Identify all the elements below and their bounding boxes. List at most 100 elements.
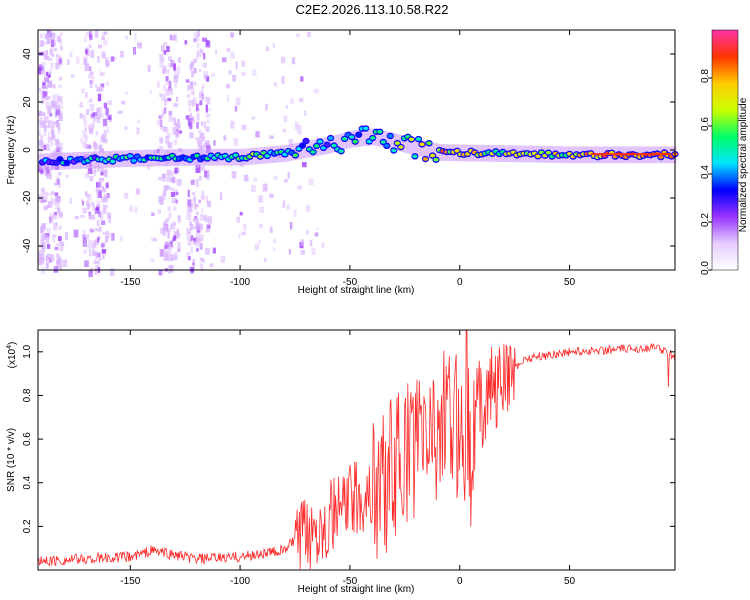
spectrogram-noise-cell	[99, 85, 103, 90]
spectrogram-noise-cell	[202, 62, 207, 68]
spectrogram-noise-cell	[103, 39, 108, 46]
spectrogram-noise-cell	[102, 31, 105, 38]
spectrogram-noise-cell	[42, 40, 45, 47]
spectrogram-noise-cell	[44, 191, 48, 196]
spectrogram-noise-cell	[162, 190, 167, 197]
spectrogram-noise-cell	[85, 92, 88, 98]
spectrogram-noise-cell	[97, 88, 102, 92]
spectrogram-noise-cell	[195, 221, 200, 226]
spectrogram-noise-cell	[82, 114, 86, 121]
spectrogram-noise-cell	[172, 188, 178, 196]
spectrogram-noise-cell	[221, 57, 227, 63]
spectrogram-noise-cell	[187, 94, 190, 98]
spectrogram-noise-cell	[203, 71, 209, 79]
spectrogram-noise-cell	[189, 113, 193, 119]
spectrogram-noise-cell	[74, 215, 79, 220]
spectrogram-noise-cell	[55, 222, 58, 227]
spectrogram-noise-cell	[287, 171, 290, 179]
spectrogram-noise-cell	[106, 182, 109, 189]
spectrogram-noise-cell	[195, 232, 200, 241]
spectrogram-noise-cell	[293, 209, 297, 217]
spectrogram-noise-cell	[88, 211, 92, 216]
spectrogram-noise-cell	[83, 36, 87, 42]
spectrogram-noise-cell	[147, 64, 151, 73]
spectrogram-noise-cell	[82, 200, 85, 206]
spectrogram-noise-cell	[198, 69, 202, 73]
spectrogram-noise-cell	[194, 225, 197, 230]
spectrogram-noise-cell	[291, 57, 296, 65]
spectrogram-noise-cell	[79, 102, 83, 108]
spectrogram-noise-cell	[56, 148, 62, 154]
spectrogram-noise-cell	[42, 84, 48, 90]
spectrogram-noise-cell	[137, 119, 140, 124]
spectrogram-noise-cell	[98, 190, 102, 199]
spectrogram-noise-cell	[84, 173, 87, 179]
spectrogram-noise-cell	[173, 231, 179, 239]
spectrogram-noise-cell	[53, 47, 58, 52]
spectrogram-noise-cell	[192, 58, 198, 64]
spectrogram-noise-cell	[86, 200, 90, 206]
spectrogram-noise-cell	[282, 200, 286, 208]
spectrogram-noise-cell	[163, 127, 169, 133]
spectrogram-noise-cell	[196, 248, 199, 252]
spectrogram-noise-cell	[161, 177, 166, 182]
spectrogram-noise-cell	[45, 50, 48, 55]
spectrogram-ridge-halo	[301, 141, 305, 159]
spectrogram-noise-cell	[189, 81, 192, 86]
spectrogram-noise-cell	[43, 74, 49, 83]
spectrogram-ridge-halo	[425, 141, 429, 159]
spectrogram-ridge-core	[310, 150, 316, 154]
spectrogram-noise-cell	[170, 223, 176, 230]
spectrogram-noise-cell	[266, 46, 269, 52]
spectrogram-noise-cell	[90, 49, 95, 58]
spectrogram-noise-cell	[167, 230, 170, 239]
spectrogram-noise-cell	[80, 214, 85, 219]
spectrogram-noise-cell	[176, 66, 181, 74]
spectrogram-noise-cell	[56, 147, 60, 153]
spectrogram-noise-cell	[105, 230, 110, 239]
spectrogram-noise-cell	[105, 107, 109, 116]
spectrogram-noise-cell	[255, 131, 260, 138]
spectrogram-noise-cell	[162, 248, 167, 256]
spectrogram-noise-cell	[177, 168, 180, 173]
spectrogram-noise-cell	[304, 110, 307, 116]
spectrogram-noise-cell	[88, 66, 92, 72]
spectrogram-noise-cell	[88, 144, 93, 149]
spectrogram-noise-cell	[159, 93, 162, 98]
spectrogram-noise-cell	[204, 170, 208, 178]
spectrogram-noise-cell	[191, 116, 194, 121]
colorbar-label: Normalized spectral amplitude	[738, 97, 749, 232]
spectrogram-noise-cell	[121, 100, 126, 105]
x-tick-label: 0	[457, 576, 463, 587]
spectrogram-noise-cell	[269, 193, 274, 198]
spectrogram-noise-cell	[79, 113, 83, 119]
spectrogram-noise-cell	[177, 233, 181, 238]
spectrogram-noise-cell	[177, 248, 181, 252]
spectrogram-noise-cell	[167, 63, 173, 68]
spectrogram-noise-cell	[54, 246, 59, 251]
spectrogram-noise-cell	[205, 126, 210, 132]
spectrogram-noise-cell	[187, 199, 192, 207]
spectrogram-noise-cell	[195, 217, 200, 226]
spectrogram-noise-cell	[171, 198, 177, 204]
spectrogram-noise-cell	[186, 212, 192, 221]
spectrogram-noise-cell	[92, 240, 97, 249]
spectrogram-y-axis-label: Frequency (Hz)	[6, 116, 17, 185]
spectrogram-noise-cell	[173, 235, 177, 241]
spectrogram-noise-cell	[205, 96, 208, 102]
spectrogram-noise-cell	[54, 94, 60, 101]
spectrogram-noise-cell	[177, 57, 182, 63]
spectrogram-noise-cell	[46, 143, 51, 152]
spectrogram-noise-cell	[58, 57, 62, 64]
spectrogram-noise-cell	[321, 242, 325, 248]
spectrogram-noise-cell	[47, 80, 53, 88]
spectrogram-noise-cell	[92, 203, 95, 211]
spectrogram-noise-cell	[160, 269, 163, 277]
spectrogram-ridge-halo	[412, 138, 416, 156]
spectrogram-ridge-core	[110, 159, 116, 164]
x-tick-label: -150	[120, 277, 140, 288]
spectrogram-noise-cell	[44, 96, 49, 101]
spectrogram-noise-cell	[201, 50, 205, 56]
spectrogram-ridge-halo	[380, 130, 384, 148]
spectrogram-noise-cell	[185, 115, 190, 120]
